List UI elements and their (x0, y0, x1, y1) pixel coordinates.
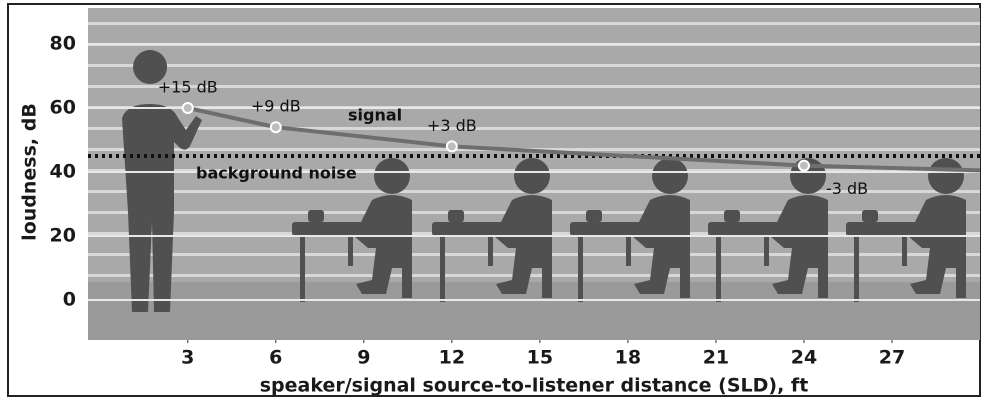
background-noise-label: background noise (196, 164, 357, 183)
desk (708, 222, 780, 236)
y-tick-label: 40 (50, 161, 76, 183)
chair (818, 236, 828, 298)
desk-leg (348, 236, 353, 266)
desk-leg (764, 236, 769, 266)
desk (432, 222, 504, 236)
x-tick-label: 6 (269, 347, 282, 369)
desk-leg (578, 236, 583, 302)
annotation: +9 dB (251, 97, 301, 116)
desk-leg (626, 236, 631, 266)
y-tick-label: 80 (50, 33, 76, 55)
chair (680, 236, 690, 298)
student-head (928, 158, 964, 194)
desk-book (308, 210, 324, 222)
x-tick-label: 15 (527, 347, 553, 369)
annotation: -3 dB (826, 179, 868, 198)
x-tick-label: 27 (879, 347, 905, 369)
floor (88, 282, 980, 340)
chair (542, 236, 552, 298)
y-tick-label: 20 (50, 225, 76, 247)
desk-leg (854, 236, 859, 302)
x-tick-label: 3 (181, 347, 194, 369)
desk-leg (300, 236, 305, 302)
y-tick-label: 0 (63, 289, 76, 311)
desk-leg (716, 236, 721, 302)
x-axis-label: speaker/signal source-to-listener distan… (260, 375, 809, 397)
x-tick-label: 18 (615, 347, 641, 369)
y-tick-label: 60 (50, 97, 76, 119)
desk-book (724, 210, 740, 222)
desk-book (586, 210, 602, 222)
desk-leg (440, 236, 445, 302)
signal-point (799, 161, 809, 171)
annotation: +3 dB (427, 116, 477, 135)
x-tick-label: 12 (439, 347, 465, 369)
desk-book (448, 210, 464, 222)
chair (956, 236, 966, 298)
desk (292, 222, 364, 236)
signal-point (183, 103, 193, 113)
series-label: signal (348, 106, 402, 125)
desk (570, 222, 642, 236)
x-tick-label: 21 (703, 347, 729, 369)
student-head (652, 158, 688, 194)
signal-point (271, 122, 281, 132)
signal-point (447, 141, 457, 151)
x-tick-label: 24 (791, 347, 817, 369)
desk-book (862, 210, 878, 222)
annotation: +15 dB (158, 78, 218, 97)
x-tick-label: 9 (357, 347, 370, 369)
y-axis-label: loudness, dB (19, 103, 41, 241)
student-head (514, 158, 550, 194)
desk-leg (488, 236, 493, 266)
student-head (374, 158, 410, 194)
desk-leg (902, 236, 907, 266)
desk (846, 222, 918, 236)
chair (402, 236, 412, 298)
chart: background noise signal +15 dB +9 dB +3 dB -3… (0, 0, 982, 402)
